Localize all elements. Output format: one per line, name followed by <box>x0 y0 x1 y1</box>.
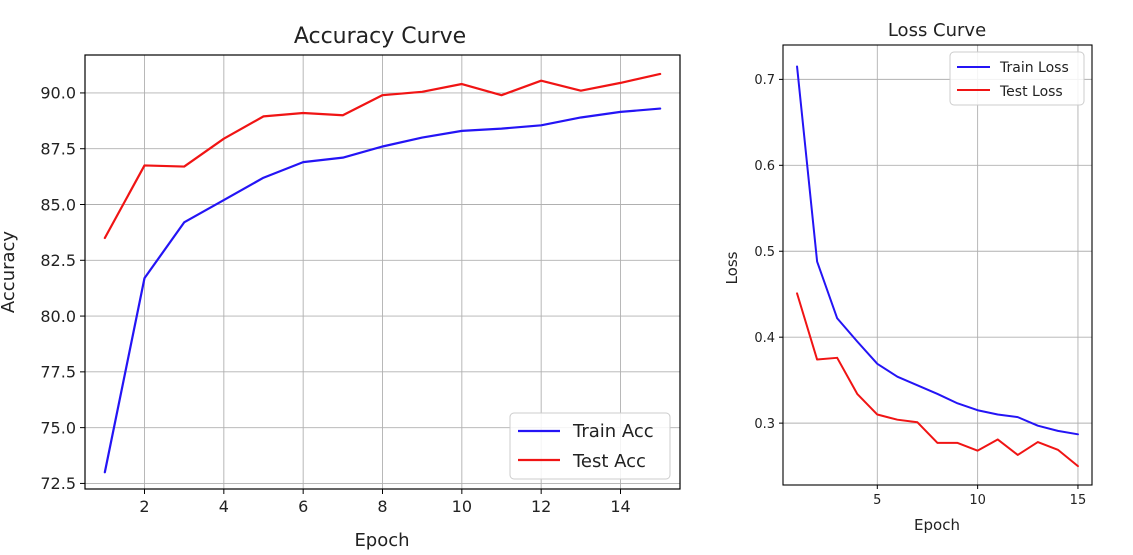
loss-x-tick-label: 5 <box>873 493 881 508</box>
accuracy-x-tick-label: 12 <box>531 497 551 516</box>
loss-grid <box>783 45 1092 485</box>
loss-x-tick-label: 15 <box>1070 493 1087 508</box>
loss-y-tick-label: 0.3 <box>754 417 775 432</box>
loss-legend-label-train: Train Loss <box>999 60 1069 76</box>
loss-y-tick-label: 0.4 <box>754 331 775 346</box>
accuracy-y-tick-label: 72.5 <box>40 474 76 493</box>
accuracy-series-line-test <box>103 72 662 240</box>
loss-legend-label-test: Test Loss <box>999 84 1063 100</box>
loss-y-axis-label: Loss <box>723 251 741 284</box>
accuracy-x-tick-label: 4 <box>219 497 229 516</box>
accuracy-x-tick-label: 2 <box>139 497 149 516</box>
loss-chart-title: Loss Curve <box>888 20 986 41</box>
loss-series-line-train <box>796 65 1079 436</box>
accuracy-ticks: 2 4 6 8 10 12 14 72.5 75.0 77.5 80.0 82.5 85.0 87.5 90… <box>40 84 630 516</box>
accuracy-x-tick-label: 8 <box>377 497 387 516</box>
accuracy-x-tick-label: 10 <box>452 497 472 516</box>
accuracy-legend: Train Acc Test Acc <box>509 412 671 480</box>
loss-y-tick-label: 0.5 <box>754 245 775 260</box>
accuracy-series-line-train <box>103 107 662 474</box>
accuracy-x-tick-label: 6 <box>298 497 308 516</box>
loss-y-tick-label: 0.6 <box>754 159 775 174</box>
accuracy-legend-label-test: Test Acc <box>572 451 646 472</box>
accuracy-y-tick-label: 90.0 <box>40 84 76 103</box>
accuracy-x-tick-label: 14 <box>610 497 630 516</box>
accuracy-legend-box <box>509 412 671 480</box>
accuracy-y-tick-label: 77.5 <box>40 363 76 382</box>
accuracy-x-axis-label: Epoch <box>354 530 409 551</box>
accuracy-y-tick-label: 75.0 <box>40 418 76 437</box>
accuracy-legend-label-train: Train Acc <box>572 421 654 442</box>
loss-legend: Train Loss Test Loss <box>949 51 1085 106</box>
accuracy-y-tick-label: 82.5 <box>40 251 76 270</box>
accuracy-y-axis-label: Accuracy <box>0 231 19 314</box>
loss-x-tick-label: 10 <box>969 493 986 508</box>
accuracy-y-tick-label: 85.0 <box>40 195 76 214</box>
accuracy-series <box>103 72 662 474</box>
loss-ticks: 5 10 15 0.3 0.4 0.5 0.6 0.7 <box>754 73 1086 508</box>
loss-series <box>796 65 1079 468</box>
accuracy-chart: Accuracy Curve 2 4 6 8 10 12 14 72.5 75.0 77.5 80.… <box>0 24 681 551</box>
accuracy-y-tick-label: 80.0 <box>40 307 76 326</box>
loss-legend-box <box>949 51 1085 106</box>
loss-x-axis-label: Epoch <box>914 516 960 534</box>
accuracy-grid <box>85 55 680 489</box>
loss-y-tick-label: 0.7 <box>754 73 775 88</box>
loss-chart: Loss Curve 5 10 15 0.3 0.4 0.5 0.6 0.7 Epoch Lo… <box>723 20 1093 534</box>
loss-series-line-test <box>796 292 1079 468</box>
accuracy-y-tick-label: 87.5 <box>40 139 76 158</box>
accuracy-chart-title: Accuracy Curve <box>294 24 466 49</box>
loss-plot-frame <box>782 44 1093 486</box>
